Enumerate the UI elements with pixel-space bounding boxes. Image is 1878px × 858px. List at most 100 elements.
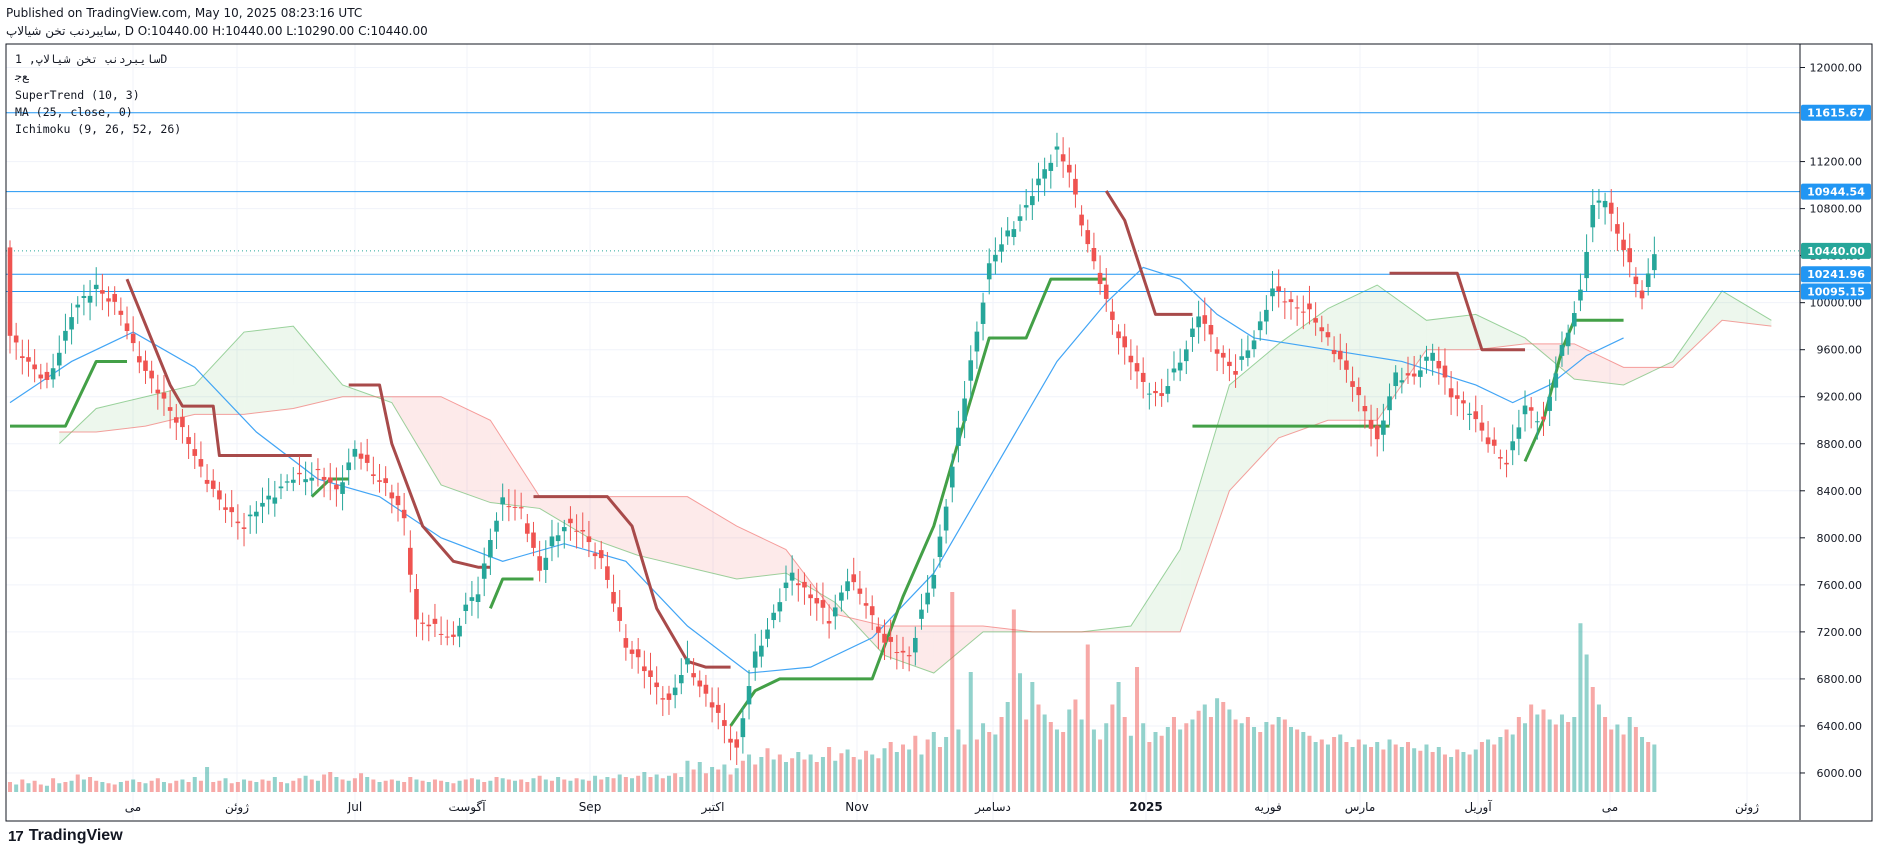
candle-body: [605, 566, 610, 580]
cloud-segment: [1130, 549, 1181, 632]
candle-body: [1190, 328, 1195, 337]
volume-bar: [1609, 729, 1614, 792]
volume-bar: [1233, 719, 1238, 792]
volume-bar: [783, 762, 788, 792]
x-tick-label: ژوئن: [225, 800, 249, 815]
volume-bar: [248, 780, 253, 792]
volume-bar: [580, 779, 585, 792]
candle-body: [1578, 289, 1583, 301]
level-labels: 11615.67 10944.54 10241.96 10095.15 10440.00: [1801, 104, 1871, 300]
candle-body: [789, 572, 795, 581]
legend-supertrend[interactable]: SuperTrend (10, 3): [15, 88, 140, 102]
volume-bar: [710, 767, 715, 792]
candle-body: [1264, 309, 1269, 322]
legend-symbol[interactable]: سایبردنب تخن شیالاپ, 1D: [15, 52, 168, 66]
cloud-segment: [1574, 343, 1624, 385]
candle-body: [260, 502, 265, 507]
candle-body: [1510, 441, 1516, 451]
candle-body: [543, 557, 549, 570]
volume-bar: [1523, 723, 1528, 792]
candle-body: [1553, 373, 1559, 388]
candle-body: [451, 634, 456, 637]
candle-body: [309, 477, 315, 481]
candle-body: [777, 602, 783, 612]
volume-bar: [1455, 749, 1460, 792]
candle-body: [1467, 413, 1472, 415]
legend-ma[interactable]: MA (25, close, 0): [15, 105, 133, 119]
volume-bar: [235, 782, 240, 792]
volume-bar: [38, 784, 43, 792]
x-tick-label: اکتبر: [701, 800, 725, 815]
volume-bar: [531, 778, 536, 792]
candle-body: [1393, 372, 1398, 387]
volume-bar: [1584, 654, 1589, 792]
y-tick-label: 12000.00: [1810, 62, 1863, 75]
volume-bar: [1054, 729, 1059, 792]
candle-body: [118, 310, 124, 315]
candle-body: [1233, 371, 1238, 375]
candle-body: [389, 492, 395, 499]
candle-body: [598, 550, 604, 559]
volume-bar: [1128, 735, 1133, 792]
candle-body: [1516, 427, 1522, 439]
candle-body: [759, 645, 764, 657]
volume-bar: [1553, 724, 1558, 792]
supertrend-segment: [729, 277, 1107, 727]
volume-bar: [488, 780, 493, 792]
x-tick-label: می: [125, 800, 141, 814]
volume-bar: [1621, 734, 1626, 792]
candle-body: [1257, 321, 1263, 331]
volume-bar: [476, 779, 481, 792]
candle-body: [1017, 216, 1023, 221]
volume-bar: [1325, 744, 1330, 792]
candle-body: [500, 497, 505, 505]
candle-body: [703, 684, 709, 694]
volume-bar: [876, 758, 881, 792]
supertrend-segment: [10, 359, 128, 428]
volume-bar: [340, 779, 345, 792]
supertrend-segment: [125, 278, 312, 458]
candle-body: [1214, 349, 1220, 354]
volume-bar: [931, 732, 936, 792]
candle-body: [1461, 400, 1466, 404]
volume-bar: [1652, 744, 1657, 792]
volume-bar: [383, 780, 388, 792]
candle-body: [463, 604, 469, 612]
candle-body: [1079, 214, 1084, 226]
volume-bar: [8, 782, 12, 792]
volume-bar: [414, 779, 419, 792]
volume-bar: [1492, 744, 1497, 792]
candle-body: [130, 333, 136, 344]
volume-bar: [63, 782, 68, 792]
volume-bar: [543, 779, 548, 792]
candle-body: [900, 650, 906, 653]
candle-body: [586, 536, 592, 543]
candle-body: [1313, 318, 1318, 323]
candle-body: [876, 626, 881, 633]
volume-bar: [740, 760, 745, 792]
candle-body: [340, 482, 345, 494]
candle-body: [75, 304, 81, 308]
y-tick-label: 8000.00: [1817, 532, 1863, 545]
candle-body: [518, 507, 524, 509]
volume-bar: [174, 780, 179, 792]
candle-body: [1251, 340, 1257, 350]
candle-body: [1627, 248, 1633, 263]
volume-bar: [1547, 719, 1552, 792]
candle-body: [1602, 200, 1608, 208]
candle-body: [272, 497, 278, 504]
candle-body: [678, 675, 684, 684]
volume-bar: [586, 780, 591, 792]
cloud-segment: [588, 496, 639, 556]
level-label: 11615.67: [1807, 107, 1865, 120]
volume-bar: [420, 780, 425, 792]
legend-ichimoku[interactable]: Ichimoku (9, 26, 52, 26): [15, 122, 182, 136]
volume-bar: [1171, 717, 1176, 792]
candle-body: [654, 682, 659, 688]
candle-body: [1356, 386, 1362, 396]
candle-body: [186, 437, 191, 444]
candle-body: [1528, 407, 1534, 411]
volume-bar: [1461, 752, 1466, 792]
volume-bar: [278, 782, 283, 792]
